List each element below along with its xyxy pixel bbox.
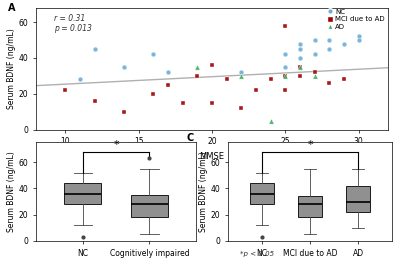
Point — [77, 77, 83, 81]
Point — [326, 38, 332, 42]
Point — [165, 70, 171, 74]
X-axis label: MMSE: MMSE — [200, 152, 224, 161]
PathPatch shape — [131, 195, 168, 217]
Point — [253, 88, 259, 92]
PathPatch shape — [346, 186, 370, 212]
Point — [238, 74, 244, 78]
Y-axis label: Serum BDNF (ng/mL): Serum BDNF (ng/mL) — [199, 151, 208, 232]
Point — [356, 34, 362, 39]
Point — [165, 83, 171, 87]
Point — [194, 74, 200, 78]
Point — [238, 106, 244, 110]
Point — [194, 65, 200, 69]
Point — [297, 65, 303, 69]
Point — [312, 52, 318, 56]
Point — [282, 88, 288, 92]
Point — [209, 100, 215, 105]
Point — [356, 38, 362, 42]
Point — [121, 65, 127, 69]
Point — [150, 52, 156, 56]
Point — [62, 88, 68, 92]
Legend: NC, MCI due to AD, AD: NC, MCI due to AD, AD — [327, 9, 384, 30]
Point — [282, 74, 288, 78]
Point — [282, 74, 288, 78]
Point — [297, 41, 303, 46]
Point — [121, 110, 127, 114]
Point — [312, 38, 318, 42]
Text: *p < 0.05: *p < 0.05 — [240, 251, 274, 257]
Point — [209, 63, 215, 67]
Point — [297, 56, 303, 60]
Point — [297, 65, 303, 69]
Text: *: * — [113, 140, 119, 150]
Point — [180, 100, 186, 105]
Point — [224, 77, 230, 81]
PathPatch shape — [64, 183, 101, 204]
Text: *: * — [307, 140, 313, 150]
Point — [150, 92, 156, 96]
Point — [268, 118, 274, 123]
PathPatch shape — [250, 183, 274, 204]
Point — [312, 70, 318, 74]
Point — [282, 65, 288, 69]
Point — [297, 47, 303, 51]
Text: C: C — [187, 133, 194, 143]
Point — [92, 47, 98, 51]
Point — [341, 41, 347, 46]
Point — [282, 52, 288, 56]
Point — [312, 74, 318, 78]
Point — [341, 77, 347, 81]
Y-axis label: Serum BDNF (ng/mL): Serum BDNF (ng/mL) — [7, 28, 16, 109]
Point — [282, 24, 288, 28]
Point — [92, 99, 98, 103]
Point — [326, 47, 332, 51]
Point — [238, 70, 244, 74]
Y-axis label: Serum BDNF (ng/mL): Serum BDNF (ng/mL) — [7, 151, 16, 232]
Point — [268, 77, 274, 81]
PathPatch shape — [298, 196, 322, 217]
Point — [297, 74, 303, 78]
Text: A: A — [8, 3, 15, 13]
Point — [326, 81, 332, 85]
Text: r = 0.31
p = 0.013: r = 0.31 p = 0.013 — [54, 14, 92, 33]
